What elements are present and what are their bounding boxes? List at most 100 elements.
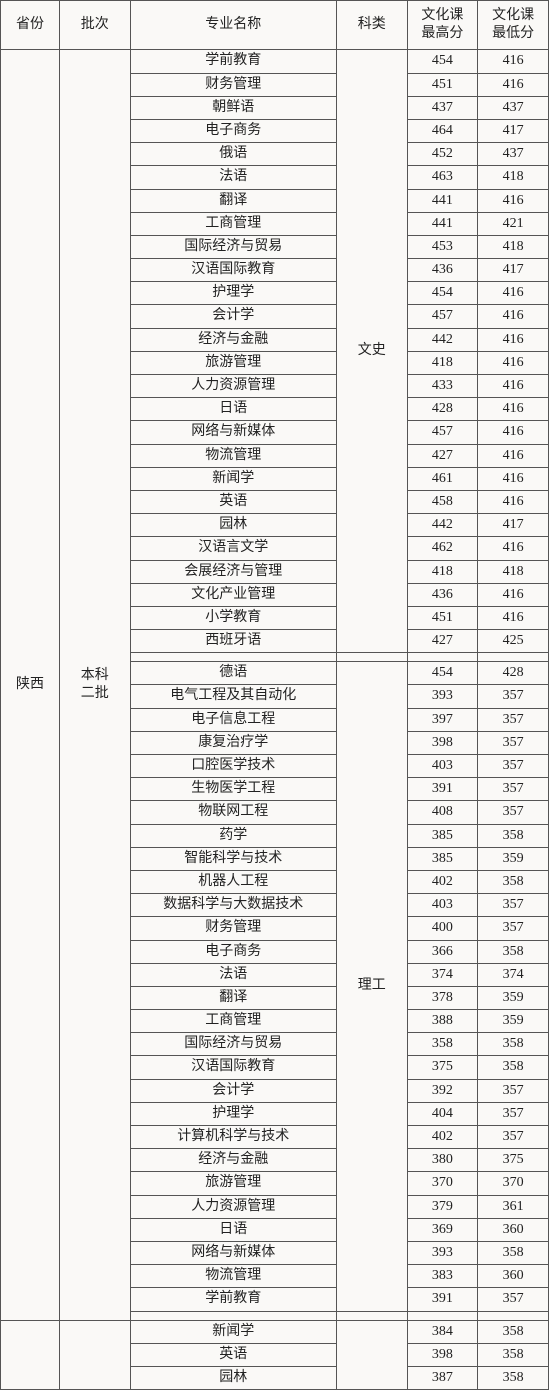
min-cell: 416 — [478, 444, 549, 467]
max-cell: 398 — [407, 1343, 478, 1366]
major-cell: 电气工程及其自动化 — [130, 685, 336, 708]
major-cell: 物流管理 — [130, 444, 336, 467]
min-cell: 359 — [478, 1010, 549, 1033]
province-cell — [1, 1320, 60, 1390]
major-cell: 人力资源管理 — [130, 375, 336, 398]
subject-cell: 理工 — [336, 662, 407, 1311]
min-cell: 416 — [478, 73, 549, 96]
major-cell: 法语 — [130, 166, 336, 189]
major-cell: 康复治疗学 — [130, 731, 336, 754]
major-cell: 汉语国际教育 — [130, 259, 336, 282]
major-cell: 会计学 — [130, 1079, 336, 1102]
table-row: 新闻学384358 — [1, 1320, 549, 1343]
major-cell: 工商管理 — [130, 212, 336, 235]
min-cell: 417 — [478, 119, 549, 142]
min-cell: 359 — [478, 986, 549, 1009]
min-cell: 359 — [478, 847, 549, 870]
max-cell: 457 — [407, 421, 478, 444]
min-cell: 358 — [478, 1320, 549, 1343]
min-cell: 416 — [478, 282, 549, 305]
major-cell: 财务管理 — [130, 917, 336, 940]
max-cell: 393 — [407, 1241, 478, 1264]
max-cell: 451 — [407, 73, 478, 96]
max-cell: 436 — [407, 583, 478, 606]
max-cell: 441 — [407, 212, 478, 235]
max-cell: 427 — [407, 630, 478, 653]
major-cell: 智能科学与技术 — [130, 847, 336, 870]
major-cell: 学前教育 — [130, 1288, 336, 1311]
major-cell: 人力资源管理 — [130, 1195, 336, 1218]
header-row: 省份 批次 专业名称 科类 文化课最高分 文化课最低分 — [1, 1, 549, 50]
max-cell: 387 — [407, 1366, 478, 1389]
max-cell: 383 — [407, 1265, 478, 1288]
min-cell: 357 — [478, 894, 549, 917]
major-cell: 小学教育 — [130, 606, 336, 629]
score-table: 省份 批次 专业名称 科类 文化课最高分 文化课最低分 陕西本科二批学前教育文史… — [0, 0, 549, 1390]
major-cell: 国际经济与贸易 — [130, 1033, 336, 1056]
header-min: 文化课最低分 — [478, 1, 549, 50]
major-cell: 新闻学 — [130, 467, 336, 490]
major-cell: 网络与新媒体 — [130, 1241, 336, 1264]
major-cell: 生物医学工程 — [130, 778, 336, 801]
max-cell: 408 — [407, 801, 478, 824]
major-cell: 旅游管理 — [130, 1172, 336, 1195]
min-cell: 416 — [478, 467, 549, 490]
max-cell: 369 — [407, 1218, 478, 1241]
major-cell: 经济与金融 — [130, 1149, 336, 1172]
max-cell: 462 — [407, 537, 478, 560]
min-cell: 357 — [478, 1126, 549, 1149]
min-cell: 417 — [478, 514, 549, 537]
max-cell: 453 — [407, 235, 478, 258]
min-cell: 418 — [478, 235, 549, 258]
min-cell: 358 — [478, 1366, 549, 1389]
min-cell: 357 — [478, 801, 549, 824]
max-cell: 457 — [407, 305, 478, 328]
max-cell: 397 — [407, 708, 478, 731]
max-cell: 442 — [407, 328, 478, 351]
major-cell: 经济与金融 — [130, 328, 336, 351]
min-cell: 357 — [478, 731, 549, 754]
major-cell: 工商管理 — [130, 1010, 336, 1033]
min-cell: 357 — [478, 917, 549, 940]
major-cell: 电子商务 — [130, 940, 336, 963]
min-cell: 370 — [478, 1172, 549, 1195]
header-max: 文化课最高分 — [407, 1, 478, 50]
max-cell: 374 — [407, 963, 478, 986]
min-cell: 357 — [478, 685, 549, 708]
min-cell: 425 — [478, 630, 549, 653]
max-cell: 463 — [407, 166, 478, 189]
major-cell: 网络与新媒体 — [130, 421, 336, 444]
major-cell: 园林 — [130, 1366, 336, 1389]
major-cell: 日语 — [130, 1218, 336, 1241]
min-cell: 357 — [478, 1288, 549, 1311]
major-cell: 财务管理 — [130, 73, 336, 96]
major-cell: 俄语 — [130, 143, 336, 166]
min-cell: 421 — [478, 212, 549, 235]
min-cell: 416 — [478, 583, 549, 606]
max-cell: 427 — [407, 444, 478, 467]
max-cell: 418 — [407, 560, 478, 583]
min-cell: 360 — [478, 1218, 549, 1241]
header-subject: 科类 — [336, 1, 407, 50]
major-cell: 文化产业管理 — [130, 583, 336, 606]
min-cell: 416 — [478, 351, 549, 374]
min-cell: 357 — [478, 778, 549, 801]
major-cell: 新闻学 — [130, 1320, 336, 1343]
major-cell: 学前教育 — [130, 50, 336, 73]
min-cell: 358 — [478, 1343, 549, 1366]
major-cell: 口腔医学技术 — [130, 755, 336, 778]
major-cell: 汉语国际教育 — [130, 1056, 336, 1079]
max-cell: 451 — [407, 606, 478, 629]
max-cell: 366 — [407, 940, 478, 963]
major-cell: 旅游管理 — [130, 351, 336, 374]
min-cell: 374 — [478, 963, 549, 986]
min-cell: 358 — [478, 824, 549, 847]
min-cell: 358 — [478, 1241, 549, 1264]
max-cell: 392 — [407, 1079, 478, 1102]
min-cell: 416 — [478, 398, 549, 421]
max-cell: 380 — [407, 1149, 478, 1172]
major-cell: 机器人工程 — [130, 870, 336, 893]
min-cell: 357 — [478, 755, 549, 778]
province-cell: 陕西 — [1, 50, 60, 1320]
max-cell: 436 — [407, 259, 478, 282]
